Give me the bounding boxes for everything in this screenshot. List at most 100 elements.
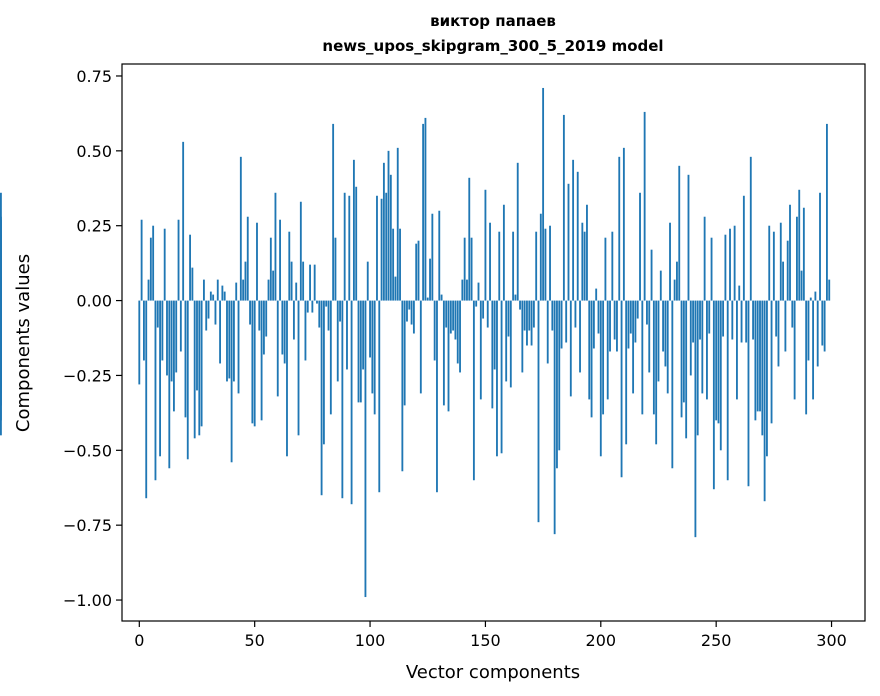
bar-214 [632,300,635,394]
bar-15 [172,300,175,412]
bar-237 [685,300,688,439]
bar-135 [449,300,452,334]
bar-261 [740,300,743,343]
bar-267 [754,300,757,421]
bar-242 [696,300,699,436]
bar-4 [147,279,150,301]
bar-106 [382,162,385,301]
bar-undefined [0,192,2,301]
bar-33 [214,300,217,325]
bar-75 [311,300,314,313]
bar-212 [627,300,630,349]
bar-108 [387,150,390,301]
bar-234 [678,165,681,301]
x-tick-label: 250 [701,631,732,650]
y-tick-label: −0.25 [63,366,112,385]
bar-32 [212,294,215,301]
bar-60 [276,300,279,397]
bar-204 [609,300,611,352]
bar-197 [592,300,595,349]
bar-54 [262,300,265,355]
bar-296 [821,300,824,346]
bar-239 [689,300,692,376]
bar-180 [553,300,556,535]
bar-141 [463,237,466,301]
bar-22 [189,234,191,301]
bar-136 [452,300,455,331]
x-tick-label: 300 [816,631,847,650]
bar-162 [512,231,515,301]
bar-154 [493,300,496,370]
bar-99 [366,261,369,301]
bar-110 [392,228,395,301]
bar-151 [486,300,489,328]
bar-147 [477,282,480,301]
bar-126 [429,258,431,301]
bar-198 [595,288,598,301]
bar-115 [403,300,406,406]
x-tick-label: 150 [470,631,501,650]
bar-229 [666,300,669,394]
bar-223 [652,300,655,415]
bar-157 [500,300,503,454]
bar-41 [232,300,235,382]
bar-166 [521,300,524,373]
bar-91 [348,195,351,301]
bar-107 [385,192,388,301]
bar-9 [159,300,161,457]
bar-278 [779,222,782,301]
bar-226 [659,270,662,301]
bar-241 [694,300,697,538]
bar-280 [784,300,787,352]
bar-131 [440,294,443,301]
bar-101 [371,300,374,394]
bar-282 [789,204,791,301]
bar-236 [682,300,685,403]
bar-68 [295,282,298,301]
bar-58 [272,270,275,301]
y-axis-ticks: −1.00 −0.75 −0.50 −0.25 0.00 0.25 0.50 0.75 [63,67,122,610]
bar-95 [357,300,360,403]
bar-5 [149,237,152,301]
bar-104 [378,300,381,493]
bar-149 [482,300,485,319]
bar-31 [209,291,212,301]
bar-220 [646,300,648,325]
bar-undefined [0,300,2,388]
bar-155 [496,300,498,457]
bar-294 [816,300,819,367]
bar-70 [299,201,302,301]
bar-137 [454,300,457,340]
bar-19 [182,141,185,301]
bar-160 [507,300,510,337]
bar-235 [680,300,683,418]
bar-84 [332,123,335,301]
y-tick-label: 0.50 [76,142,112,161]
bar-6 [152,225,155,301]
bar-186 [567,183,570,301]
bar-287 [800,270,803,301]
bar-98 [364,300,367,598]
bar-215 [634,300,637,343]
bar-206 [613,300,616,340]
bar-238 [687,174,690,301]
bar-100 [369,300,371,358]
bar-273 [768,225,771,301]
bar-1 [140,219,143,301]
bar-173 [537,300,540,523]
bar-109 [389,174,392,301]
bar-196 [590,300,593,418]
bar-254 [724,234,727,301]
chart-subtitle: news_upos_skipgram_300_5_2019 model [322,37,663,55]
bar-170 [530,300,533,346]
bar-168 [526,300,528,346]
bar-281 [786,240,789,301]
bar-35 [219,300,221,364]
y-tick-label: 0.25 [76,217,112,236]
bar-78 [318,300,321,328]
bar-3 [145,300,148,499]
x-tick-label: 100 [355,631,386,650]
bar-123 [422,123,425,301]
bar-26 [198,300,201,436]
